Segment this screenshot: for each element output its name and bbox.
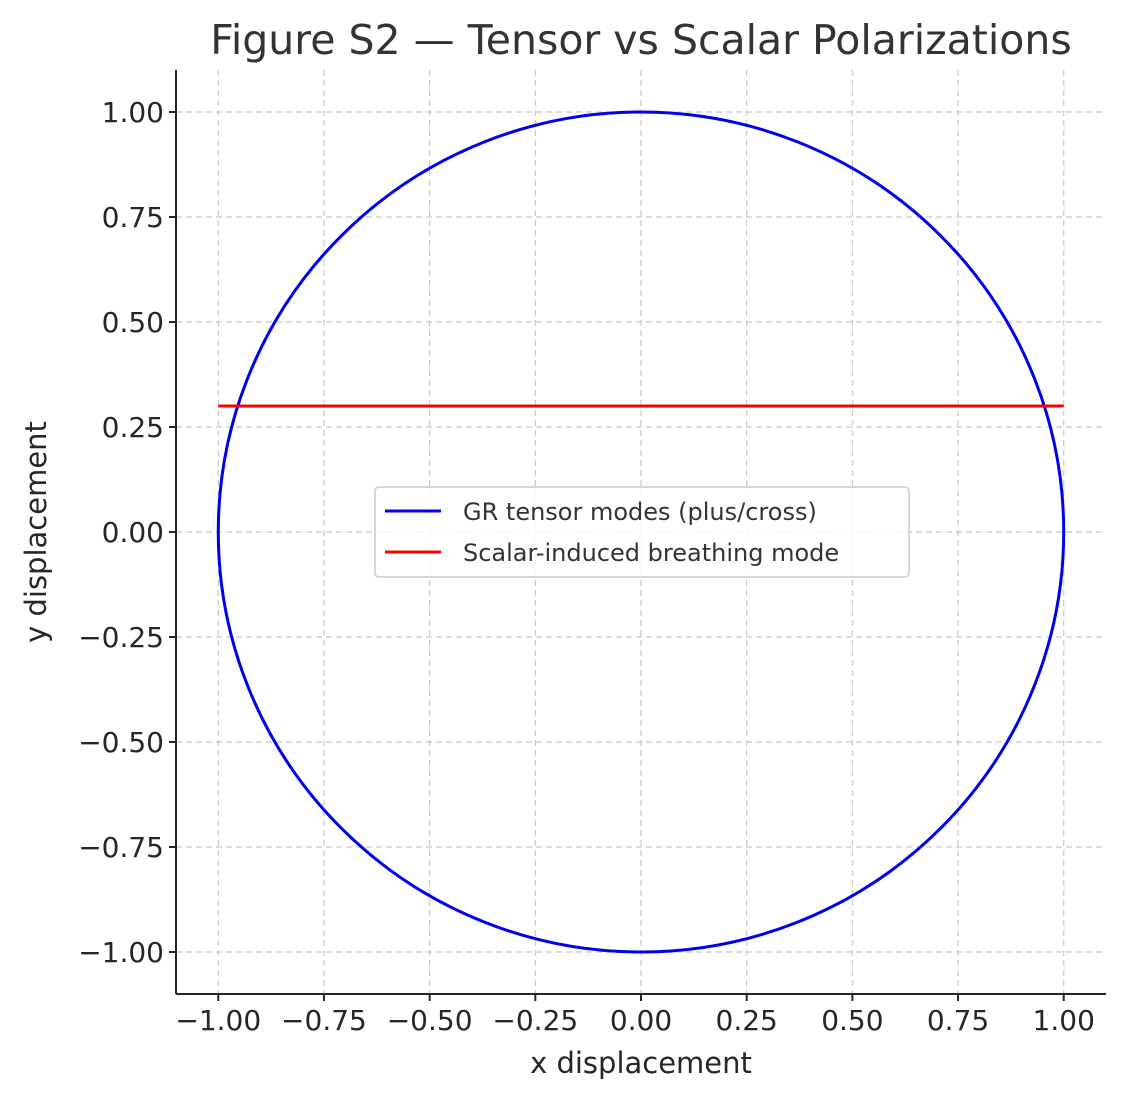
y-tick-label-2: −0.50 [78,726,164,759]
y-tick-label-3: −0.25 [78,621,164,654]
x-tick-label-0: −1.00 [175,1004,261,1037]
y-tick-label-6: 0.50 [102,306,164,339]
x-tick-label-4: 0.00 [610,1004,672,1037]
x-tick-label-8: 1.00 [1033,1004,1095,1037]
y-tick-label-4: 0.00 [102,516,164,549]
tick-labels: −1.00 −0.75 −0.50 −0.25 0.00 0.25 0.50 0.75 1.00… [78,96,1095,1037]
plot-area [216,110,1066,954]
x-tick-label-2: −0.50 [387,1004,473,1037]
legend: GR tensor modes (plus/cross) Scalar-induc… [374,486,910,578]
legend-label-0: GR tensor modes (plus/cross) [463,498,817,526]
chart-title: Figure S2 — Tensor vs Scalar Polarizatio… [210,16,1071,64]
y-tick-label-5: 0.25 [102,411,164,444]
y-axis-label: y displacement [19,421,53,643]
x-tick-label-1: −0.75 [281,1004,367,1037]
x-tick-label-6: 0.50 [821,1004,883,1037]
x-tick-label-7: 0.75 [927,1004,989,1037]
legend-label-1: Scalar-induced breathing mode [463,539,839,567]
y-tick-label-8: 1.00 [102,96,164,129]
legend-box [374,486,910,578]
y-tick-label-0: −1.00 [78,936,164,969]
axes [169,70,1106,1001]
y-tick-label-1: −0.75 [78,831,164,864]
x-axis-label: x displacement [530,1046,752,1080]
y-tick-label-7: 0.75 [102,201,164,234]
x-tick-label-5: 0.25 [716,1004,778,1037]
x-tick-label-3: −0.25 [492,1004,578,1037]
series-tensor-circle [216,110,1066,954]
